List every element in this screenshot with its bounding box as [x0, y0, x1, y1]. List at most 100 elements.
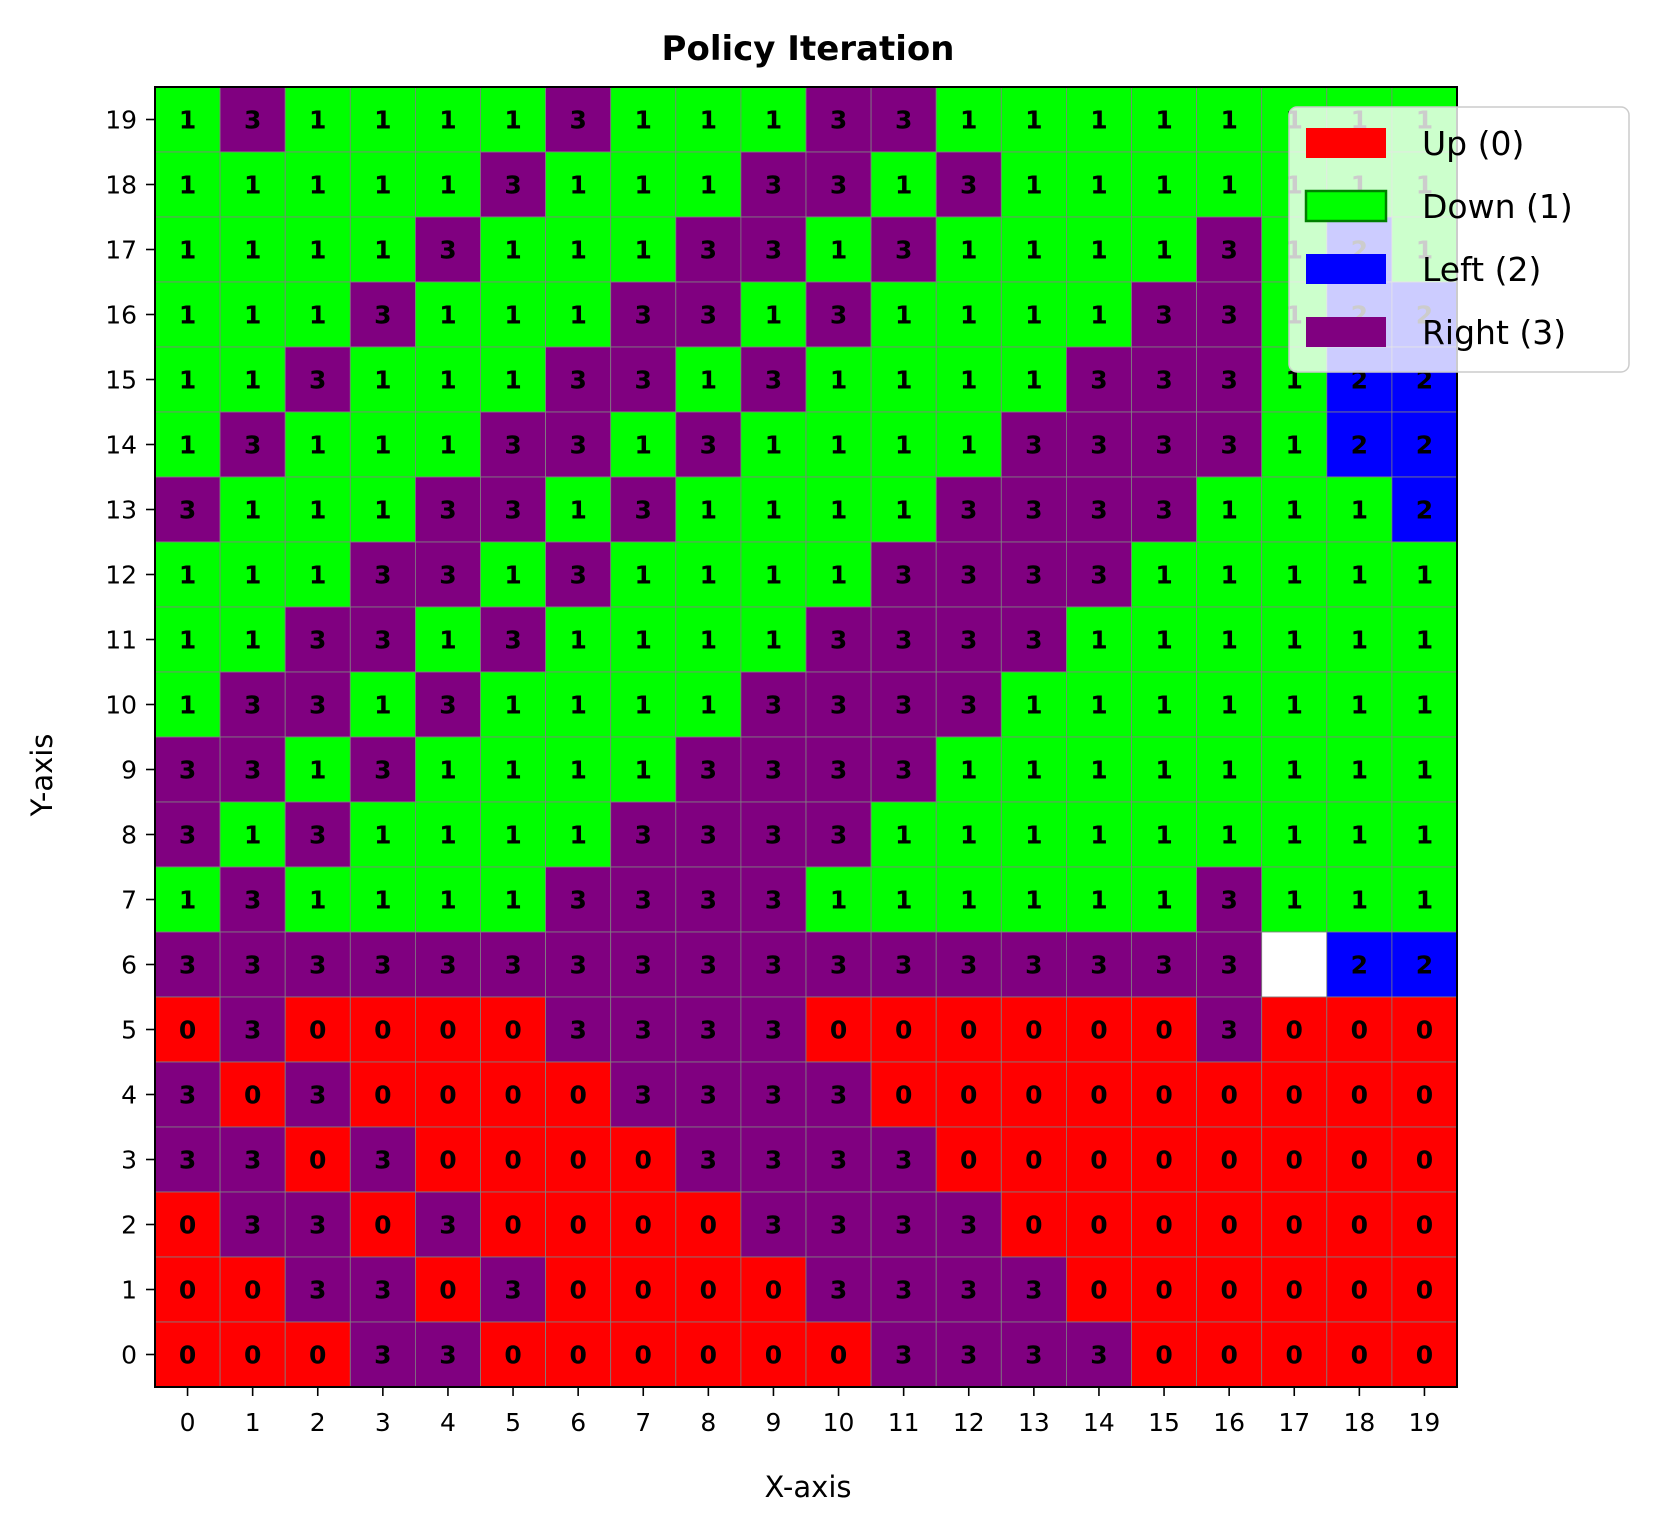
legend: Up (0) Down (1) Left (2) Right (3)	[1288, 106, 1630, 373]
cell-label-19-2: 0	[1416, 1211, 1433, 1240]
cell-label-14-11: 1	[1090, 626, 1107, 655]
cell-5-8	[480, 801, 546, 868]
cell-label-15-9: 1	[1155, 756, 1172, 785]
cell-7-9	[610, 736, 677, 803]
cell-13-1	[1000, 1256, 1067, 1323]
cell-11-8	[870, 801, 937, 868]
cell-9-15	[740, 346, 807, 413]
cell-5-2	[480, 1191, 546, 1258]
cell-9-1	[740, 1256, 807, 1323]
cell-label-6-7: 3	[569, 886, 586, 915]
cell-14-5	[1066, 996, 1132, 1063]
cell-3-14	[349, 411, 416, 478]
cell-label-4-5: 0	[439, 1016, 456, 1045]
cell-9-6	[740, 931, 807, 998]
cell-1-14	[219, 411, 286, 478]
cell-label-12-12: 3	[960, 561, 977, 590]
cell-label-15-14: 3	[1155, 431, 1172, 460]
cell-11-2	[870, 1191, 937, 1258]
cell-label-3-5: 0	[374, 1016, 391, 1045]
cell-7-6	[610, 931, 677, 998]
cell-15-12	[1131, 541, 1197, 608]
cell-label-11-15: 1	[895, 366, 912, 395]
cell-label-12-2: 3	[960, 1211, 977, 1240]
cell-label-10-15: 1	[830, 366, 847, 395]
y-tick-label: 8	[121, 821, 137, 850]
cell-label-5-8: 1	[504, 821, 521, 850]
cell-17-13	[1261, 476, 1328, 543]
cell-14-11	[1066, 606, 1132, 673]
cell-9-0	[740, 1321, 807, 1388]
cell-label-15-17: 1	[1155, 236, 1172, 265]
cell-label-12-6: 3	[960, 951, 977, 980]
x-axis-label: X-axis	[765, 1470, 852, 1504]
cell-label-19-6: 2	[1416, 951, 1433, 980]
cell-0-6	[154, 931, 221, 998]
cell-label-12-1: 3	[960, 1276, 977, 1305]
cell-8-14	[675, 411, 742, 478]
cell-label-11-16: 1	[895, 301, 912, 330]
cell-label-13-3: 0	[1025, 1146, 1042, 1175]
cell-7-17	[610, 216, 677, 283]
x-tick-label: 18	[1343, 1408, 1375, 1437]
x-tick-label: 9	[765, 1408, 781, 1437]
cell-label-14-1: 0	[1090, 1276, 1107, 1305]
cell-5-0	[480, 1321, 546, 1388]
cell-label-3-4: 0	[374, 1081, 391, 1110]
x-tick-label: 19	[1409, 1408, 1441, 1437]
cell-label-16-17: 3	[1220, 236, 1237, 265]
cell-10-14	[805, 411, 872, 478]
cell-label-15-13: 3	[1155, 496, 1172, 525]
cell-label-14-18: 1	[1090, 171, 1107, 200]
cell-2-16	[284, 281, 351, 348]
cell-1-7	[219, 866, 286, 933]
cell-5-5	[480, 996, 546, 1063]
cell-label-13-1: 3	[1025, 1276, 1042, 1305]
cell-1-13	[219, 476, 286, 543]
cell-1-18	[219, 151, 286, 218]
cell-2-4	[284, 1061, 351, 1128]
cell-5-13	[480, 476, 546, 543]
y-tick-label: 17	[105, 236, 137, 265]
y-tick-label: 18	[105, 171, 137, 200]
cell-label-10-12: 1	[830, 561, 847, 590]
cell-label-7-2: 0	[635, 1211, 652, 1240]
cell-label-19-1: 0	[1416, 1276, 1433, 1305]
y-tick-label: 19	[105, 106, 137, 135]
cell-10-1	[805, 1256, 872, 1323]
cell-label-18-3: 0	[1351, 1146, 1368, 1175]
cell-label-18-2: 0	[1351, 1211, 1368, 1240]
cell-label-17-11: 1	[1286, 626, 1303, 655]
cell-label-4-12: 3	[439, 561, 456, 590]
cell-label-2-2: 3	[309, 1211, 326, 1240]
cell-label-11-4: 0	[895, 1081, 912, 1110]
cell-label-14-14: 3	[1090, 431, 1107, 460]
cell-label-0-2: 0	[179, 1211, 196, 1240]
cell-16-6	[1196, 931, 1263, 998]
y-tick-label: 9	[121, 756, 137, 785]
cell-3-19	[349, 86, 416, 153]
cell-label-9-2: 3	[765, 1211, 782, 1240]
cell-label-17-9: 1	[1286, 756, 1303, 785]
cell-label-4-15: 1	[439, 366, 456, 395]
cell-label-9-18: 3	[765, 171, 782, 200]
cell-label-18-14: 2	[1351, 431, 1368, 460]
cell-label-7-12: 1	[635, 561, 652, 590]
x-tick-label: 7	[635, 1408, 651, 1437]
x-tick-label: 6	[570, 1408, 586, 1437]
cell-label-19-9: 1	[1416, 756, 1433, 785]
cell-label-6-16: 1	[569, 301, 586, 330]
cell-14-0	[1066, 1321, 1132, 1388]
cell-5-19	[480, 86, 546, 153]
cell-label-4-18: 1	[439, 171, 456, 200]
cell-1-2	[219, 1191, 286, 1258]
cell-label-15-12: 1	[1155, 561, 1172, 590]
cell-label-10-18: 3	[830, 171, 847, 200]
cell-label-16-8: 1	[1220, 821, 1237, 850]
cell-6-15	[545, 346, 612, 413]
cell-label-14-4: 0	[1090, 1081, 1107, 1110]
cell-5-16	[480, 281, 546, 348]
cell-label-6-14: 3	[569, 431, 586, 460]
cell-5-4	[480, 1061, 546, 1128]
